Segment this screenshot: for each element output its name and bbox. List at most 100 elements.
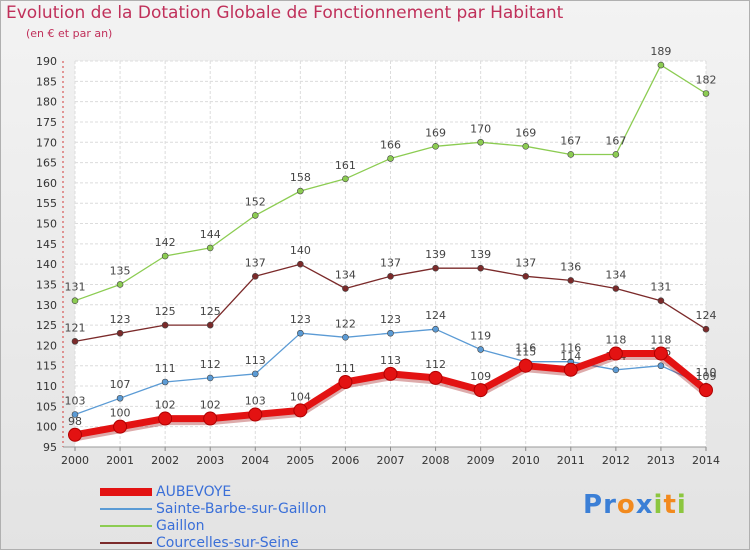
y-tick-label: 190 [36,55,57,68]
y-tick-label: 160 [36,177,57,190]
data-label: 140 [290,244,311,257]
data-label: 144 [200,228,221,241]
chart-subtitle: (en € et par an) [26,27,113,40]
x-tick-label: 2010 [512,454,540,467]
data-point [522,273,530,280]
data-point [251,370,259,378]
data-label: 122 [335,317,356,330]
data-point [342,175,349,183]
data-label: 142 [155,236,176,249]
data-label: 131 [65,281,86,294]
data-point [248,407,263,422]
data-point [612,285,620,292]
legend-swatch [100,525,152,527]
data-point [203,411,218,426]
data-point [522,143,530,150]
data-label: 139 [425,248,446,261]
line-chart: 95 100 105 110 115 120 125 130 135 140 145 150 155 16… [36,45,720,467]
data-point [206,321,214,329]
data-label: 134 [335,269,356,282]
data-label: 161 [335,159,356,172]
data-label: 116 [515,342,536,355]
data-point [71,411,79,418]
data-point [158,411,173,426]
legend-swatch [100,542,152,544]
data-point [161,378,169,386]
data-point [653,346,668,361]
data-point [699,383,713,398]
data-point [251,212,259,219]
x-tick-label: 2011 [557,454,585,467]
proxiti-logo: Proxiti [583,490,687,520]
y-tick-label: 155 [36,197,57,210]
data-label: 169 [515,126,536,139]
data-point [518,358,533,373]
logo-letter: r [603,490,617,520]
logo-letter: i [653,490,664,520]
data-point [567,151,575,158]
data-point [113,419,128,434]
y-tick-label: 115 [36,360,57,373]
logo-letter: t [663,490,677,520]
data-label: 118 [650,334,671,347]
data-label: 104 [290,390,311,403]
data-label: 166 [380,139,401,152]
data-point [563,362,578,377]
data-point [387,273,394,280]
data-point [297,260,304,268]
data-point [116,394,124,402]
data-label: 189 [650,45,671,58]
data-label: 119 [470,329,491,342]
data-point [383,366,398,381]
logo-letter: i [676,490,687,520]
data-point [116,329,124,337]
data-label: 137 [380,256,401,269]
data-point [702,90,710,97]
data-label: 116 [560,342,581,355]
data-label: 158 [290,171,311,184]
data-label: 109 [696,370,717,383]
data-label: 167 [560,134,581,147]
data-point [161,321,169,329]
data-point [612,366,620,374]
data-point [297,329,304,337]
data-label: 121 [65,321,86,334]
data-label: 107 [110,378,131,391]
data-point [342,333,349,341]
data-point [657,61,665,69]
data-label: 109 [470,370,491,383]
logo-letter: o [616,490,636,520]
y-tick-label: 105 [36,400,57,413]
x-tick-label: 2012 [602,454,630,467]
x-tick-label: 2000 [61,454,89,467]
y-tick-label: 95 [43,441,57,454]
data-point [387,155,394,162]
data-point [71,338,79,345]
x-tick-label: 2007 [377,454,405,467]
x-tick-label: 2005 [286,454,314,467]
data-label: 112 [200,358,221,371]
data-label: 136 [560,260,581,273]
data-label: 113 [380,354,401,367]
data-label: 137 [515,256,536,269]
legend-swatch [100,488,152,496]
y-tick-label: 170 [36,136,57,149]
data-label: 110 [696,366,717,379]
y-tick-label: 180 [36,96,57,109]
data-point [432,325,439,333]
x-tick-label: 2013 [647,454,675,467]
y-tick-label: 110 [36,380,57,393]
data-point [251,273,259,280]
y-tick-label: 145 [36,238,57,251]
x-tick-label: 2003 [196,454,224,467]
data-point [432,264,439,272]
data-label: 125 [155,305,176,318]
data-point [338,374,353,389]
data-label: 98 [68,415,82,428]
data-point [477,264,484,272]
y-tick-label: 185 [36,75,57,88]
data-label: 137 [245,256,266,269]
y-tick-label: 100 [36,421,57,434]
data-label: 123 [380,313,401,326]
data-label: 114 [560,350,581,363]
